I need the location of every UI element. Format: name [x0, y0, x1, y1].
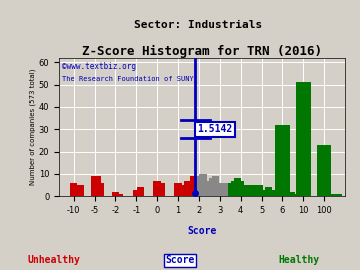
Bar	[70, 183, 77, 196]
Bar	[291, 194, 298, 196]
Bar	[268, 190, 276, 196]
Bar	[327, 194, 342, 196]
Bar	[317, 145, 332, 196]
Text: Sector: Industrials: Sector: Industrials	[134, 20, 262, 30]
Bar	[256, 185, 263, 196]
Y-axis label: Number of companies (573 total): Number of companies (573 total)	[30, 69, 36, 185]
Bar	[282, 190, 289, 196]
Bar	[265, 187, 273, 196]
Bar	[259, 190, 266, 196]
Bar	[218, 185, 225, 196]
Bar	[296, 82, 311, 196]
Bar	[279, 187, 286, 196]
Bar	[228, 183, 235, 196]
Bar	[271, 190, 279, 196]
Bar	[262, 190, 269, 196]
Text: The Research Foundation of SUNY: The Research Foundation of SUNY	[62, 76, 194, 82]
Bar	[249, 185, 257, 196]
Bar	[203, 181, 210, 196]
Bar	[193, 176, 201, 196]
Bar	[285, 192, 292, 196]
Text: 1.5142: 1.5142	[197, 124, 233, 134]
Bar	[240, 185, 247, 196]
Bar	[209, 178, 216, 196]
Bar	[253, 187, 260, 196]
X-axis label: Score: Score	[187, 226, 217, 236]
Bar	[190, 176, 197, 196]
Bar	[94, 176, 101, 196]
Bar	[116, 194, 123, 196]
Bar	[212, 176, 219, 196]
Bar	[224, 185, 232, 196]
Bar	[199, 174, 207, 196]
Bar	[275, 192, 282, 196]
Text: Healthy: Healthy	[278, 255, 319, 265]
Bar	[231, 181, 238, 196]
Title: Z-Score Histogram for TRN (2016): Z-Score Histogram for TRN (2016)	[82, 45, 322, 58]
Bar	[288, 192, 296, 196]
Bar	[137, 187, 144, 196]
Bar	[181, 185, 188, 196]
Bar	[184, 181, 191, 196]
Bar	[73, 187, 80, 196]
Text: ©www.textbiz.org: ©www.textbiz.org	[62, 62, 136, 71]
Bar	[234, 178, 241, 196]
Bar	[132, 190, 140, 196]
Bar	[91, 176, 98, 196]
Bar	[153, 181, 161, 196]
Bar	[243, 185, 251, 196]
Bar	[237, 181, 244, 196]
Bar	[221, 183, 229, 196]
Bar	[158, 183, 165, 196]
Text: Score: Score	[165, 255, 195, 265]
Bar	[187, 181, 194, 196]
Bar	[206, 181, 213, 196]
Bar	[174, 183, 182, 196]
Bar	[76, 185, 84, 196]
Text: Unhealthy: Unhealthy	[28, 255, 80, 265]
Bar	[177, 187, 185, 196]
Bar	[97, 183, 104, 196]
Bar	[215, 183, 222, 196]
Bar	[275, 125, 290, 196]
Bar	[246, 187, 254, 196]
Bar	[196, 176, 203, 196]
Bar	[112, 192, 119, 196]
